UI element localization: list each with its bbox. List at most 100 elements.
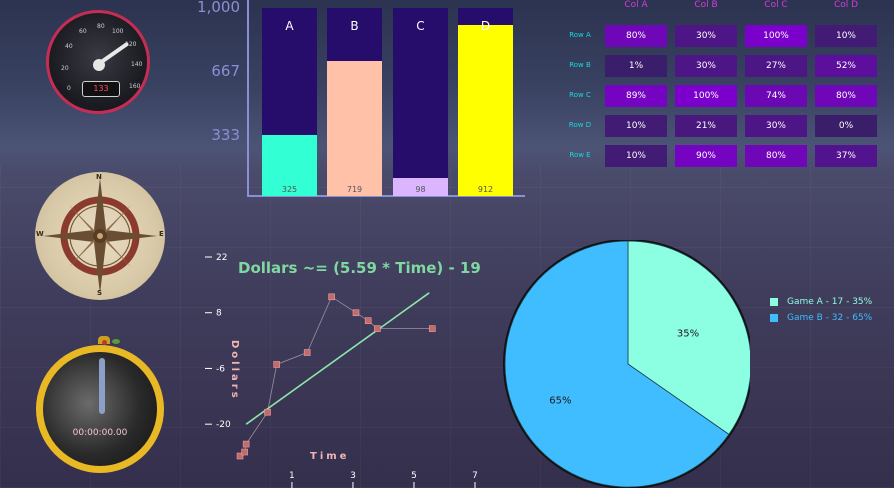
pie-slice-label: 35% bbox=[677, 329, 699, 340]
heat-cell: 80% bbox=[745, 145, 807, 167]
speedo-tick: 40 bbox=[65, 43, 73, 50]
line-data-point bbox=[264, 408, 271, 416]
bar-category-label: A bbox=[285, 19, 294, 33]
line-chart-x-label: Time bbox=[310, 451, 350, 462]
speedo-tick: 0 bbox=[67, 85, 71, 92]
heat-cell: 100% bbox=[675, 85, 737, 107]
compass: N E S W bbox=[35, 172, 165, 300]
heat-cell: 10% bbox=[605, 145, 667, 167]
bar-category-label: C bbox=[416, 19, 425, 33]
speedo-readout: 133 bbox=[82, 81, 120, 97]
line-data-point bbox=[236, 452, 244, 460]
line-chart: 22 8 -6 -20 1 3 5 7 bbox=[205, 253, 478, 488]
heat-cell: 21% bbox=[675, 115, 737, 137]
speedo-tick: 60 bbox=[79, 28, 87, 35]
heat-cell: 30% bbox=[675, 55, 737, 77]
speedo-tick: 100 bbox=[112, 28, 124, 35]
line-y-tick-label: 22 bbox=[216, 253, 227, 263]
line-data-point bbox=[428, 325, 436, 332]
pie-legend: Game A - 17 - 35% Game B - 32 - 65% bbox=[770, 297, 872, 329]
heat-cell: 100% bbox=[745, 25, 807, 47]
heat-row-header: Row D bbox=[568, 121, 592, 129]
heat-row-header: Row E bbox=[569, 151, 591, 159]
bar-track-b: B 719 bbox=[327, 8, 382, 196]
heat-cell: 52% bbox=[815, 55, 877, 77]
heat-row-header: Row C bbox=[569, 91, 591, 99]
line-data-point bbox=[374, 325, 381, 332]
line-data-point bbox=[273, 361, 280, 368]
heat-column-header: Col B bbox=[694, 0, 718, 10]
speedometer-gauge: 0 20 40 60 80 100 120 140 160 133 bbox=[46, 10, 150, 114]
bar-value-label: 325 bbox=[281, 185, 298, 194]
line-data-point bbox=[328, 293, 335, 301]
line-data-point bbox=[352, 309, 360, 317]
bar-track-c: C 98 bbox=[393, 8, 448, 196]
bar-y-tick: 1,000 bbox=[197, 0, 240, 16]
pie-slice-label: 65% bbox=[549, 395, 571, 406]
speedo-tick: 160 bbox=[129, 83, 141, 90]
compass-rose-icon bbox=[43, 178, 157, 294]
line-y-tick-label: -20 bbox=[216, 420, 231, 430]
stopwatch-hand bbox=[99, 358, 105, 414]
heat-cell: 80% bbox=[815, 85, 877, 107]
bar-value-label: 719 bbox=[346, 185, 363, 194]
pie-legend-item: Game B - 32 - 65% bbox=[770, 313, 872, 323]
line-x-tick-label: 1 bbox=[289, 471, 295, 481]
pie-legend-label: Game B - 32 - 65% bbox=[787, 313, 873, 323]
speedo-tick: 120 bbox=[125, 41, 137, 48]
bar-y-tick: 667 bbox=[211, 62, 240, 80]
compass-north-label: N bbox=[96, 173, 102, 181]
pie-slice bbox=[504, 240, 730, 488]
pie-legend-label: Game A - 17 - 35% bbox=[787, 297, 873, 307]
pie-chart: 35% 65% bbox=[503, 240, 750, 488]
pie-legend-item: Game A - 17 - 35% bbox=[770, 297, 872, 307]
speedo-tick: 140 bbox=[131, 61, 143, 68]
heat-cell: 30% bbox=[675, 25, 737, 47]
stopwatch-red-button-icon[interactable] bbox=[102, 340, 107, 345]
heat-column-header: Col A bbox=[624, 0, 648, 10]
speedo-tick: 80 bbox=[97, 23, 105, 30]
line-data-point bbox=[242, 440, 250, 448]
bar-y-axis bbox=[247, 0, 249, 197]
bar-a bbox=[262, 134, 317, 196]
heat-cell: 74% bbox=[745, 85, 807, 107]
line-x-tick-label: 3 bbox=[350, 471, 356, 481]
bar-c bbox=[393, 177, 448, 196]
compass-east-label: E bbox=[159, 230, 164, 238]
heat-cell: 89% bbox=[605, 85, 667, 107]
bar-category-label: B bbox=[350, 19, 359, 33]
heat-table: Col A Col B Col C Col D Row A 80% 30% 100% 10% Ro… bbox=[555, 0, 890, 175]
line-data-point bbox=[364, 317, 372, 324]
stopwatch-green-button-icon[interactable] bbox=[112, 339, 120, 344]
line-data-point bbox=[303, 349, 311, 356]
compass-south-label: S bbox=[97, 289, 103, 297]
heat-cell: 0% bbox=[815, 115, 877, 137]
pie-slice bbox=[627, 240, 750, 435]
stopwatch-time: 00:00:00.00 bbox=[72, 428, 128, 438]
line-data-point bbox=[241, 448, 248, 456]
heat-column-header: Col C bbox=[764, 0, 788, 10]
bar-b bbox=[327, 60, 382, 196]
bar-plot-area: A 325 B 719 C 98 D 912 bbox=[195, 0, 530, 200]
bar-y-tick: 333 bbox=[211, 126, 240, 144]
line-chart-title: Dollars ~= (5.59 * Time) - 19 bbox=[238, 259, 481, 277]
heat-cell: 30% bbox=[745, 115, 807, 137]
bar-category-label: D bbox=[480, 19, 491, 33]
bar-chart: 1,000 667 333 A 325 B 719 C 98 D 912 bbox=[195, 0, 530, 200]
heat-cell: 10% bbox=[605, 115, 667, 137]
pie-legend-swatch bbox=[770, 314, 778, 322]
heat-column-header: Col D bbox=[833, 0, 859, 10]
bar-x-axis bbox=[247, 195, 525, 197]
heat-cell: 37% bbox=[815, 145, 877, 167]
bar-value-label: 912 bbox=[477, 185, 494, 194]
heat-row-header: Row A bbox=[569, 31, 591, 39]
stopwatch: 00:00:00.00 bbox=[36, 345, 164, 473]
bar-value-label: 98 bbox=[415, 185, 426, 194]
heat-cell: 90% bbox=[675, 145, 737, 167]
line-series-path bbox=[239, 296, 433, 457]
pie-legend-swatch bbox=[770, 298, 778, 306]
speedo-hub bbox=[93, 59, 105, 71]
heat-cell: 1% bbox=[605, 55, 667, 77]
line-y-tick-label: -6 bbox=[216, 364, 225, 374]
speedo-tick: 20 bbox=[61, 65, 69, 72]
